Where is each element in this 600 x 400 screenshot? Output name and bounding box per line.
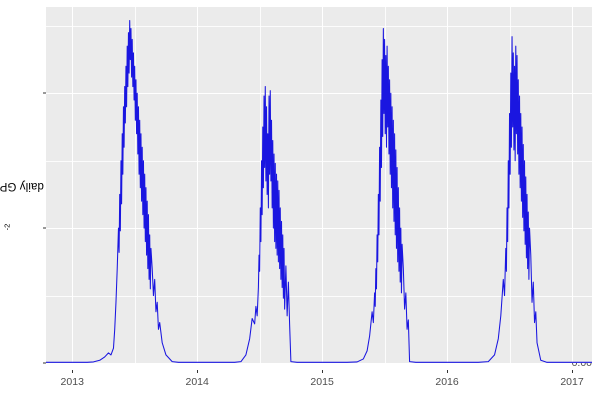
series-line-daily-gpp — [46, 19, 592, 363]
x-axis-tick-label: 2014 — [185, 376, 209, 388]
y-axis-tick-mark — [43, 362, 46, 364]
x-axis-tick-mark — [197, 370, 199, 373]
gridline-major-vertical — [72, 7, 74, 363]
y-axis-title: daily GPP [kgCm-2] — [0, 0, 67, 372]
x-axis-tick-mark — [72, 370, 74, 373]
x-axis-tick-mark — [322, 370, 324, 373]
gridline-minor-horizontal — [46, 25, 592, 27]
x-axis-tick-label: 2016 — [435, 376, 459, 388]
x-axis-tick-mark — [447, 370, 449, 373]
gridline-major-vertical — [197, 7, 199, 363]
gridline-major-horizontal — [46, 228, 592, 230]
y-axis-tick-mark — [43, 227, 46, 229]
gridline-major-vertical — [322, 7, 324, 363]
gridline-minor-vertical — [134, 7, 136, 363]
x-axis-tick-label: 2015 — [310, 376, 334, 388]
x-axis-tick-mark — [572, 370, 573, 373]
y-axis-title-exponent: -2 — [2, 223, 12, 231]
x-axis-tick-label: 2013 — [60, 376, 84, 388]
data-series-layer — [46, 19, 592, 363]
gridline-minor-vertical — [384, 7, 386, 363]
gridline-minor-vertical — [509, 7, 511, 363]
gridline-major-vertical — [447, 7, 449, 363]
gridline-minor-horizontal — [46, 160, 592, 162]
gridline-major-horizontal — [46, 93, 592, 95]
y-axis-title-text: daily GPP [kgCm — [0, 180, 44, 192]
gridline-minor-horizontal — [46, 295, 592, 297]
gridline-minor-vertical — [259, 7, 261, 363]
x-axis-tick-label: 2017 — [560, 376, 584, 388]
y-axis-tick-mark — [43, 92, 46, 94]
plot-panel — [46, 7, 592, 363]
gridline-major-vertical — [572, 7, 574, 363]
